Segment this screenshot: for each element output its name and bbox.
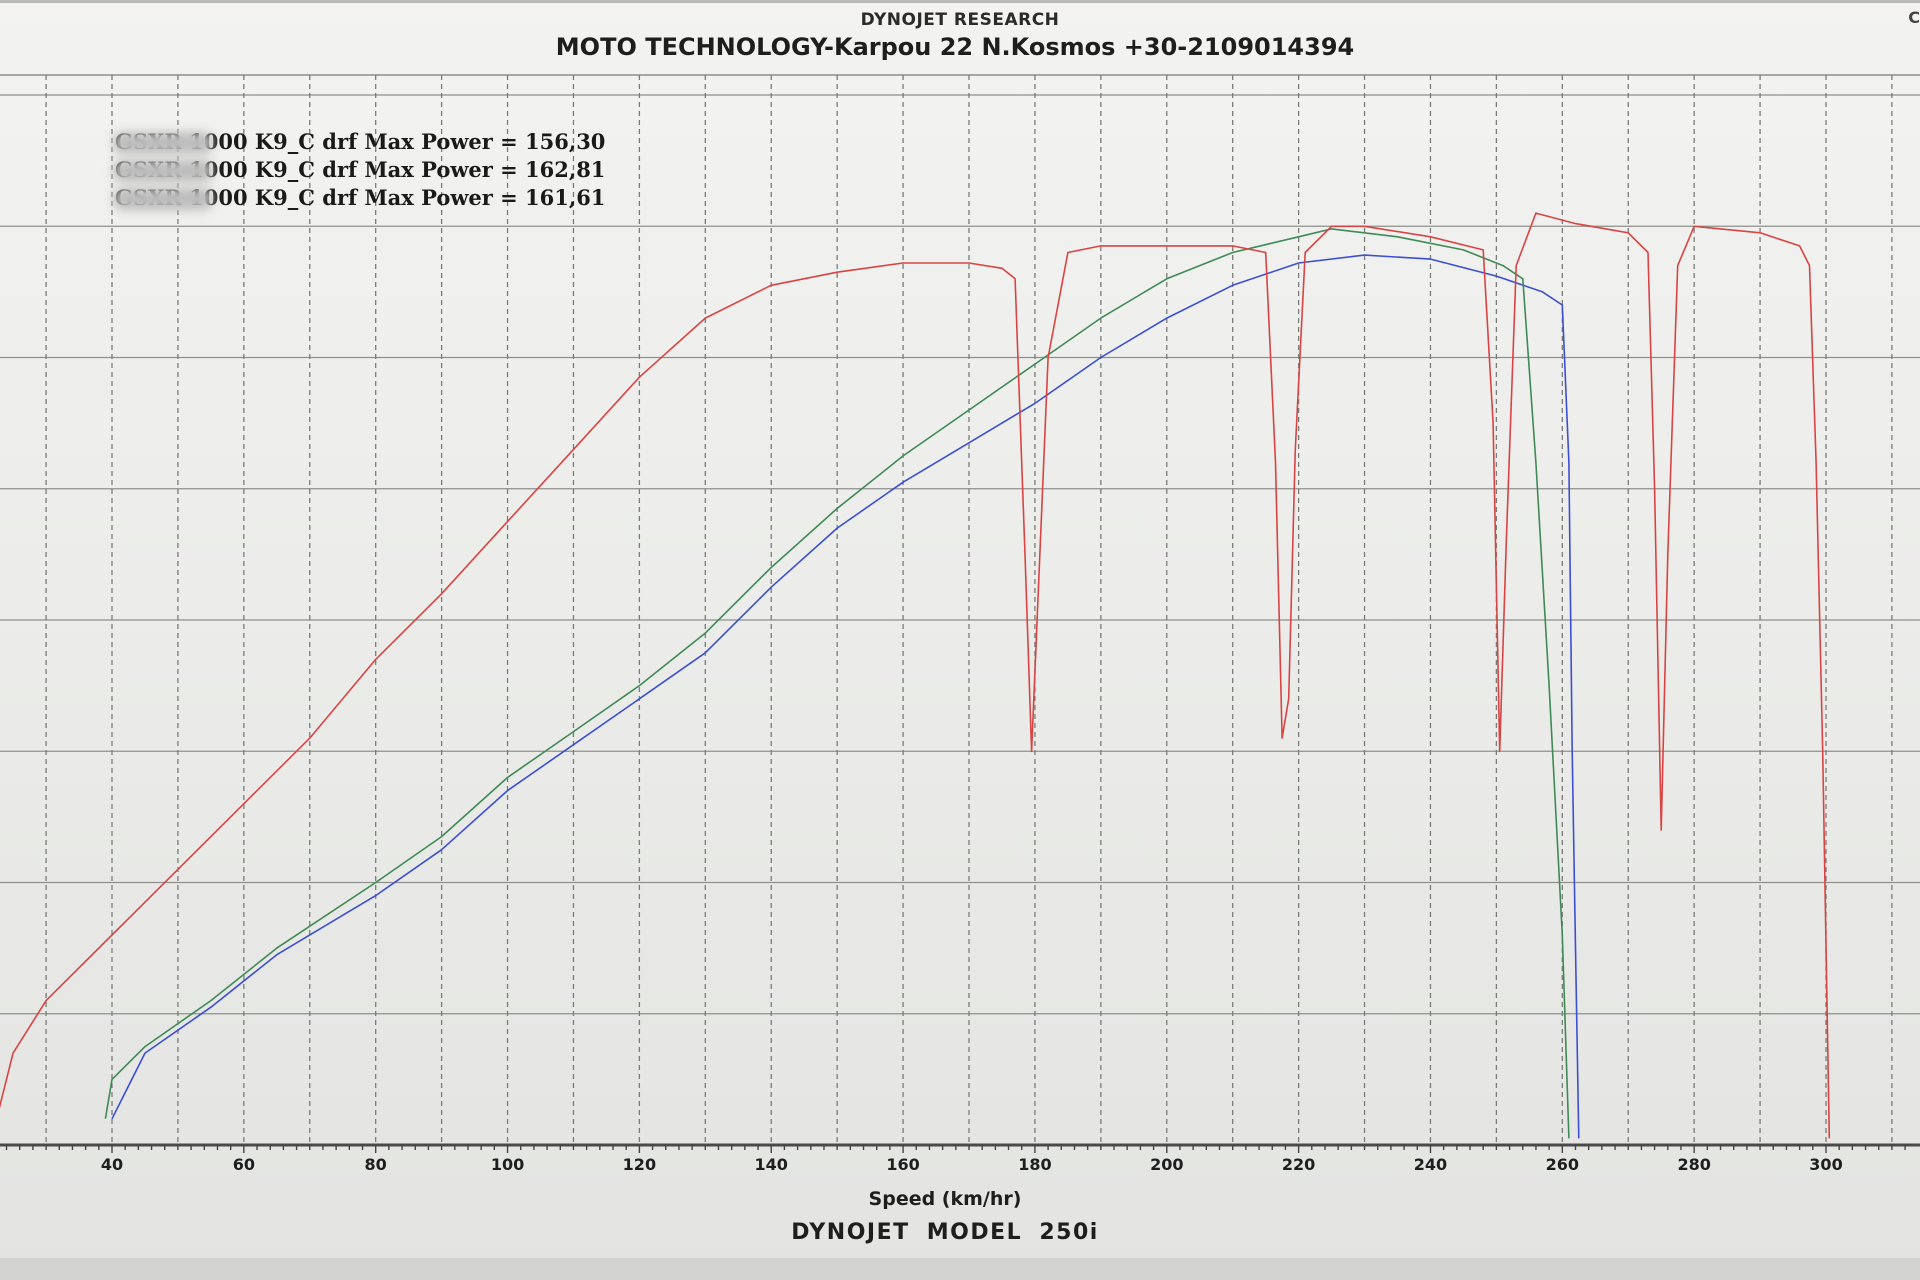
legend-entry-2: GSXR 1000 K9_C drf Max Power = 162,81 xyxy=(113,156,606,184)
x-tick-label: 280 xyxy=(1677,1155,1710,1174)
chart-title: MOTO TECHNOLOGY-Karpou 22 N.Kosmos +30-2… xyxy=(555,33,1355,61)
redacted-mark xyxy=(113,132,213,154)
legend: GSXR 1000 K9_C drf Max Power = 156,30 GS… xyxy=(113,128,606,212)
x-tick-label: 60 xyxy=(233,1155,255,1174)
x-tick-label: 220 xyxy=(1282,1155,1315,1174)
legend-max-3: Max Power = 161,61 xyxy=(357,185,606,210)
x-tick-label: 200 xyxy=(1150,1155,1183,1174)
redacted-mark xyxy=(113,160,213,182)
x-tick-label: 240 xyxy=(1414,1155,1447,1174)
legend-entry-3: GSXR 1000 K9_C drf Max Power = 161,61 xyxy=(113,184,606,212)
x-tick-label: 180 xyxy=(1018,1155,1051,1174)
series-line-2 xyxy=(104,228,1570,1139)
x-tick-label: 300 xyxy=(1809,1155,1842,1174)
x-tick-label: 80 xyxy=(365,1155,387,1174)
x-tick-label: 100 xyxy=(491,1155,524,1174)
header-divider xyxy=(0,0,1920,3)
legend-max-2: Max Power = 162,81 xyxy=(357,157,606,182)
legend-entry-1: GSXR 1000 K9_C drf Max Power = 156,30 xyxy=(113,128,606,156)
redacted-mark xyxy=(113,188,213,210)
x-tick-label: 120 xyxy=(623,1155,656,1174)
company-title: DYNOJET RESEARCH xyxy=(860,10,1060,30)
x-tick-label: 140 xyxy=(755,1155,788,1174)
footer-model: DYNOJET MODEL 250i xyxy=(791,1220,1099,1245)
legend-max-1: Max Power = 156,30 xyxy=(357,129,606,154)
x-axis-label: Speed (km/hr) xyxy=(868,1188,1022,1210)
x-tick-label: 260 xyxy=(1546,1155,1579,1174)
x-tick-label: 160 xyxy=(886,1155,919,1174)
series-line-1 xyxy=(111,254,1580,1139)
bottom-band xyxy=(0,1258,1920,1280)
series-line-3 xyxy=(0,212,1831,1139)
x-tick-label: 40 xyxy=(101,1155,123,1174)
corner-mark: C xyxy=(1908,8,1920,27)
